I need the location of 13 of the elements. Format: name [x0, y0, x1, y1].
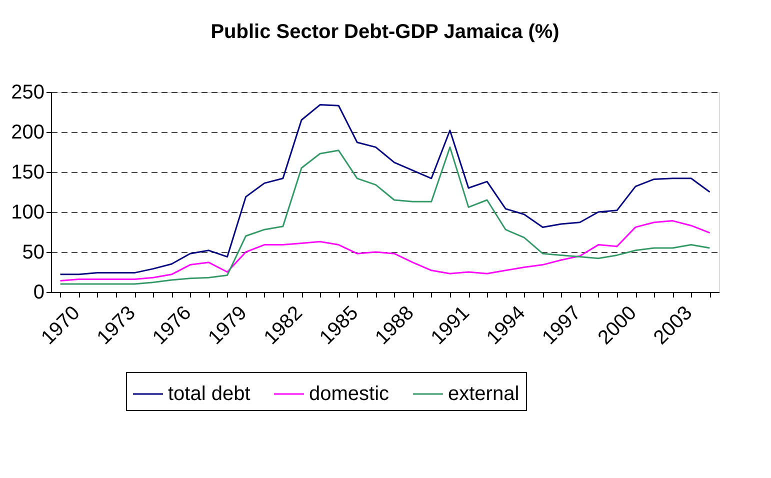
legend-label: total debt — [168, 383, 251, 405]
chart-title: Public Sector Debt-GDP Jamaica (%) — [210, 21, 560, 43]
legend-label: domestic — [309, 383, 390, 405]
line-series — [60, 104, 710, 276]
line-series — [60, 146, 710, 285]
legend-label: external — [448, 383, 520, 405]
y-tick-label: 0 — [33, 282, 44, 304]
y-tick-label: 100 — [11, 202, 44, 224]
y-tick-label: 150 — [11, 162, 44, 184]
line-series — [60, 220, 710, 282]
y-tick-label: 200 — [11, 122, 44, 144]
y-tick-label: 250 — [11, 82, 44, 104]
y-tick-label: 50 — [22, 242, 44, 264]
